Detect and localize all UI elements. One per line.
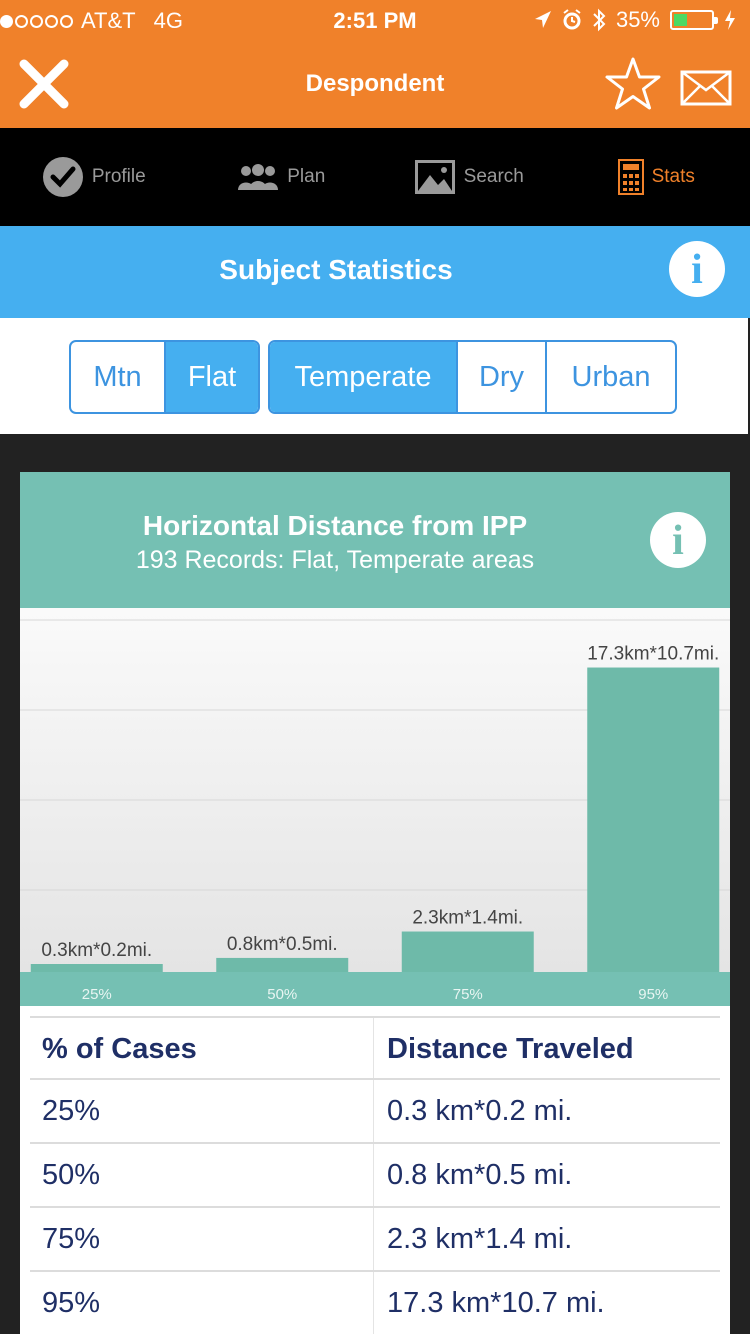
segment-mtn[interactable]: Mtn [71,342,166,412]
segment-flat[interactable]: Flat [166,342,258,412]
image-icon [414,160,455,194]
table-row: 95% 17.3 km*10.7 mi. [30,1270,720,1334]
tab-stats[interactable]: Stats [563,128,750,226]
segment-dry[interactable]: Dry [458,342,547,412]
battery-percent: 35% [615,7,660,32]
chart-bar[interactable] [216,957,349,972]
table-row: 25% 0.3 km*0.2 mi. [30,1078,720,1142]
people-icon [238,164,279,190]
chart-bar[interactable] [587,667,720,972]
chart-data-label: 0.8km*0.5mi. [227,934,338,955]
distance-cell: 0.3 km*0.2 mi. [387,1095,573,1127]
chart-tick-label: 25% [82,986,112,1003]
alarm-icon [563,9,581,30]
climate-segmented-control: Temperate Dry Urban [268,340,677,414]
percent-cell: 75% [42,1223,101,1255]
table-header-row: % of Cases Distance Traveled [30,1016,720,1080]
filter-area: Mtn Flat Temperate Dry Urban [0,318,748,434]
segment-temperate[interactable]: Temperate [270,342,458,412]
chart-subtitle: 193 Records: Flat, Temperate areas [135,546,535,574]
table-row: 50% 0.8 km*0.5 mi. [30,1142,720,1206]
chart-info-icon[interactable]: i [650,512,706,568]
signal-strength-icon [0,14,73,28]
status-bar: AT&T 4G 2:51 PM 35% [0,0,750,40]
tab-stats-label: Stats [651,166,695,187]
chart-card-header: Horizontal Distance from IPP 193 Records… [20,472,730,608]
chart-data-label: 0.3km*0.2mi. [41,940,152,961]
chart-title: Horizontal Distance from IPP [142,510,528,541]
tab-profile-label: Profile [91,166,146,187]
battery-icon [670,10,718,30]
check-circle-icon [42,157,83,197]
carrier-label: AT&T [81,8,136,33]
star-icon[interactable] [604,56,662,112]
chart-data-label: 17.3km*10.7mi. [587,644,719,665]
chart-axis-band [20,972,730,1006]
percent-cell: 95% [42,1287,101,1319]
status-time: 2:51 PM [333,8,417,33]
chart-bar[interactable] [401,931,534,972]
tab-bar: Profile Plan Search Stats [0,128,750,226]
chart-tick-label: 50% [267,986,297,1003]
percent-cell: 50% [42,1159,101,1191]
segment-urban[interactable]: Urban [571,360,651,393]
subject-header: Subject Statistics [0,226,750,318]
tab-plan-label: Plan [287,166,326,187]
chart-svg: 0.3km*0.2mi. 25% 0.8km*0.5mi. 50% 2.3km*1.4m… [20,608,730,1006]
table-divider [373,1016,374,1334]
tab-search-label: Search [463,166,524,187]
top-bar: AT&T 4G 2:51 PM 35% Despondent [0,0,750,128]
mail-icon[interactable] [680,70,732,106]
chart-tick-label: 75% [453,986,483,1003]
location-arrow-icon [534,11,551,28]
bluetooth-icon [593,8,606,32]
distance-cell: 0.8 km*0.5 mi. [387,1159,573,1191]
terrain-segmented-control: Mtn Flat [69,340,260,414]
stats-table: % of Cases Distance Traveled 25% 0.3 km*… [20,1006,730,1334]
table-row: 75% 2.3 km*1.4 mi. [30,1206,720,1270]
info-icon[interactable]: i [669,241,725,297]
header-percent-cases: % of Cases [42,1033,197,1065]
calculator-icon [617,159,644,195]
tab-search[interactable]: Search [375,128,563,226]
nav-title: Despondent [305,70,445,97]
distance-cell: 2.3 km*1.4 mi. [387,1223,573,1255]
tab-profile[interactable]: Profile [0,128,188,226]
chart-tick-label: 95% [638,986,668,1003]
page-title: Subject Statistics [219,254,453,285]
tab-plan[interactable]: Plan [188,128,376,226]
network-label: 4G [153,8,183,33]
chart-bar[interactable] [30,964,163,972]
percent-cell: 25% [42,1095,101,1127]
charging-bolt-icon [725,10,735,30]
bar-chart: 0.3km*0.2mi. 25% 0.8km*0.5mi. 50% 2.3km*1.4m… [20,608,730,1006]
chart-data-label: 2.3km*1.4mi. [412,908,523,929]
header-distance-traveled: Distance Traveled [387,1033,634,1065]
close-icon[interactable] [18,58,70,110]
distance-cell: 17.3 km*10.7 mi. [387,1287,605,1319]
